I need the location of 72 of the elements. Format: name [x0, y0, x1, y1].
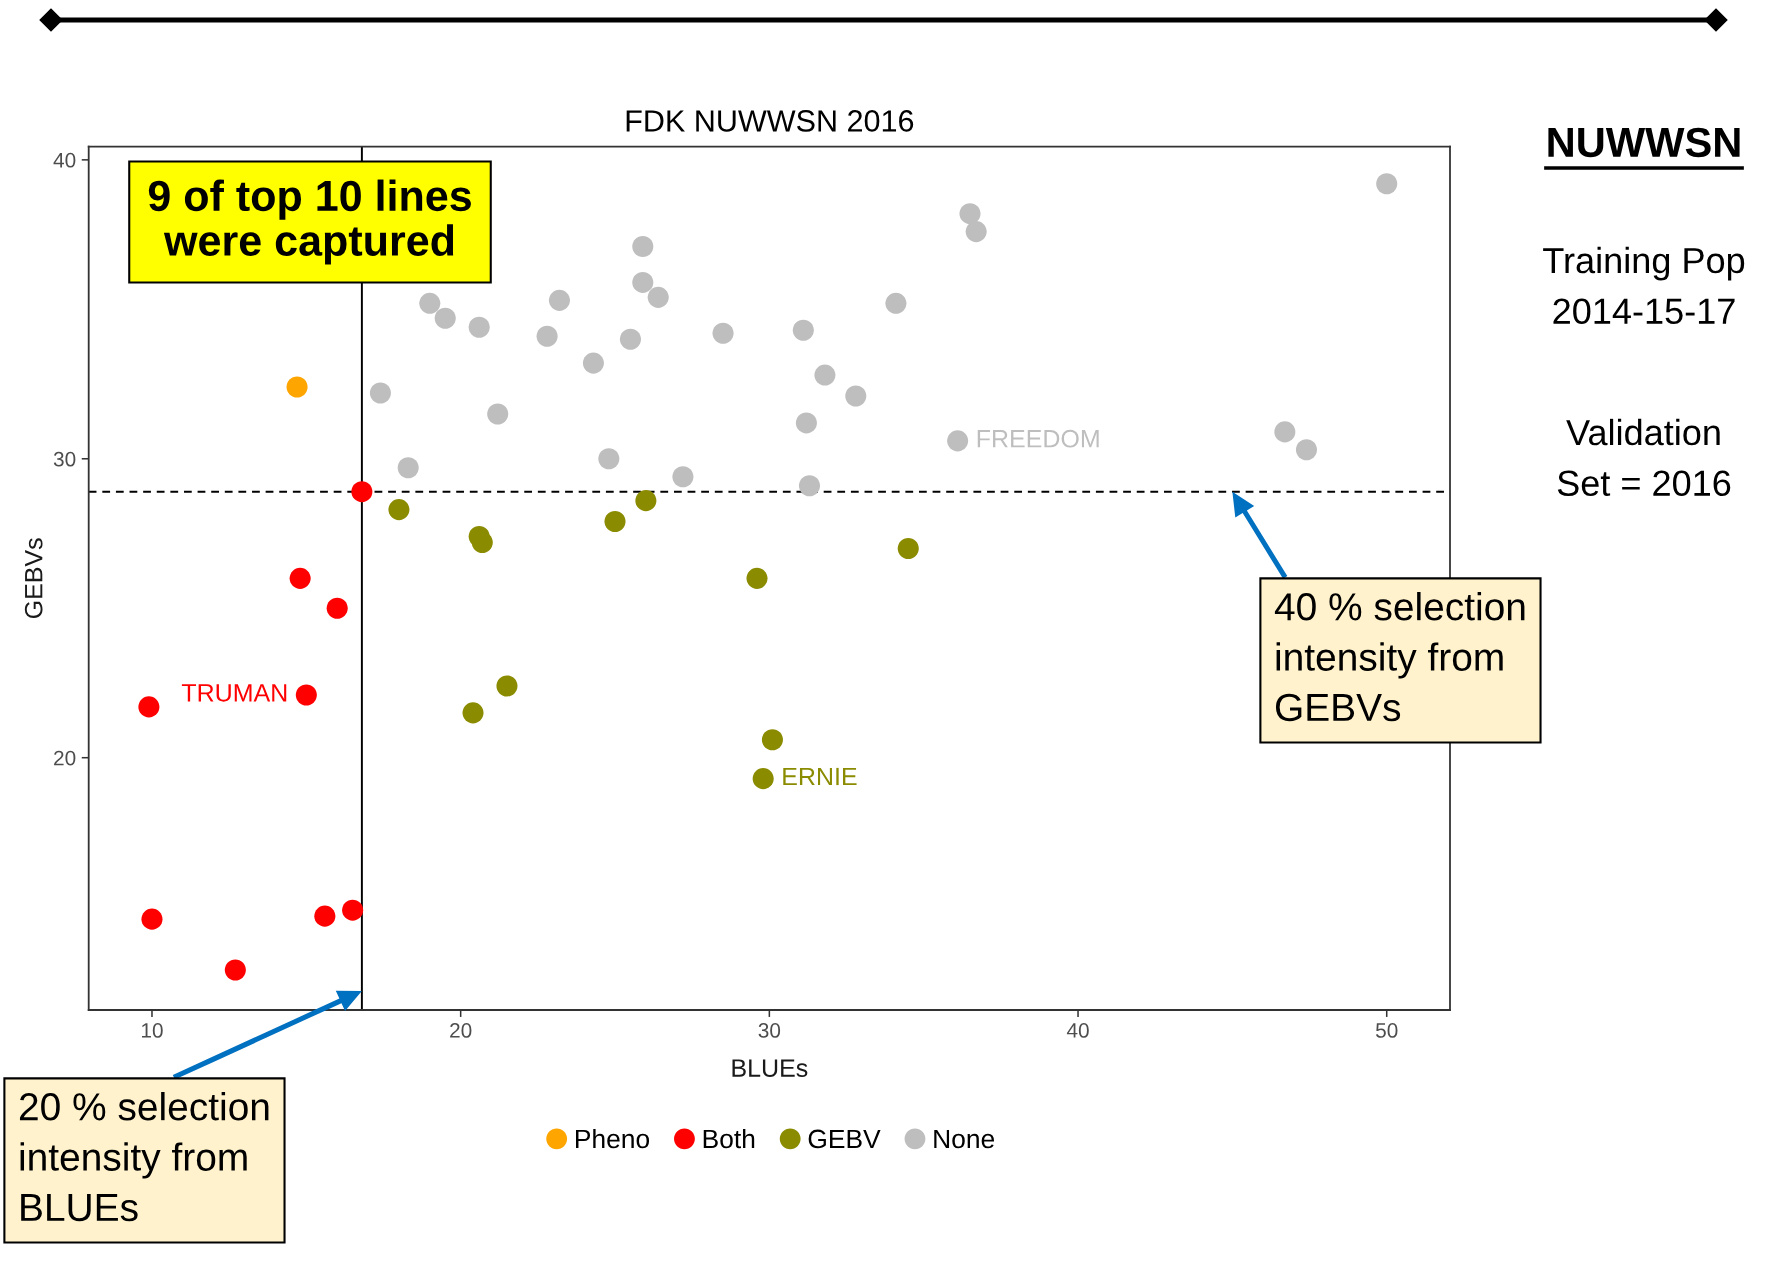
text: Validation Set = 2016	[1557, 418, 1731, 497]
point	[487, 403, 509, 425]
annotation: FREEDOM	[977, 429, 1099, 448]
point	[845, 385, 867, 407]
point	[965, 221, 987, 243]
point	[388, 499, 410, 521]
point	[548, 289, 570, 311]
legend-label: None	[934, 1129, 995, 1149]
point	[761, 729, 783, 751]
point	[397, 457, 419, 479]
x-tick-label: 40	[1066, 1023, 1089, 1038]
x-tick-label: 50	[1375, 1023, 1398, 1038]
point	[295, 684, 317, 706]
annotation: 9 of top 10 lines were captured	[148, 179, 471, 265]
point	[752, 768, 774, 790]
text: NUWWSN	[1548, 127, 1740, 158]
point	[814, 364, 836, 386]
point	[1295, 439, 1317, 461]
x-axis-title: BLUEs	[732, 1059, 808, 1077]
point	[224, 959, 246, 981]
point	[496, 675, 518, 697]
point	[632, 236, 654, 258]
point	[604, 511, 626, 533]
annotation: 40 % selection intensity from GEBVs	[1274, 592, 1525, 722]
point	[672, 466, 694, 488]
point	[351, 481, 373, 503]
annotation: TRUMAN	[181, 684, 287, 702]
point	[471, 531, 493, 554]
point	[619, 328, 641, 350]
point	[286, 376, 308, 398]
point	[1274, 421, 1296, 443]
point	[947, 430, 969, 452]
point	[746, 567, 768, 589]
point	[462, 702, 484, 724]
point	[314, 905, 336, 927]
point	[138, 696, 160, 718]
point	[536, 325, 558, 347]
point	[792, 319, 814, 341]
point	[712, 322, 734, 344]
legend-label: Pheno	[576, 1128, 650, 1149]
point	[897, 537, 919, 559]
point	[369, 382, 391, 404]
y-tick-label: 30	[53, 451, 76, 467]
point	[468, 316, 490, 338]
x-tick-label: 20	[450, 1023, 472, 1038]
point	[632, 271, 654, 293]
point	[582, 352, 604, 374]
legend-label: Both	[703, 1128, 755, 1149]
point	[598, 448, 620, 470]
point	[795, 412, 817, 434]
text: 20 % selection intensity from BLUEs	[19, 1092, 269, 1222]
point	[419, 292, 441, 314]
point	[885, 292, 907, 314]
point	[342, 899, 364, 921]
y-tick-label: 40	[53, 152, 76, 168]
point	[326, 597, 348, 619]
point	[289, 567, 311, 589]
x-tick-label: 10	[141, 1023, 163, 1038]
point	[798, 475, 821, 497]
y-axis-title: GEBVs	[24, 538, 43, 619]
annotation: ERNIE	[783, 767, 857, 786]
point	[959, 203, 981, 225]
y-tick-label: 20	[54, 750, 76, 766]
chart-title: FDK NUWWSN 2016	[626, 110, 914, 132]
point	[141, 908, 163, 930]
point	[1376, 173, 1398, 195]
point	[647, 286, 669, 308]
point	[434, 307, 456, 329]
point	[635, 490, 657, 512]
x-tick-label: 30	[758, 1023, 781, 1038]
legend-label: GEBV	[808, 1129, 881, 1149]
text: Training Pop 2014-15-17	[1543, 246, 1745, 325]
